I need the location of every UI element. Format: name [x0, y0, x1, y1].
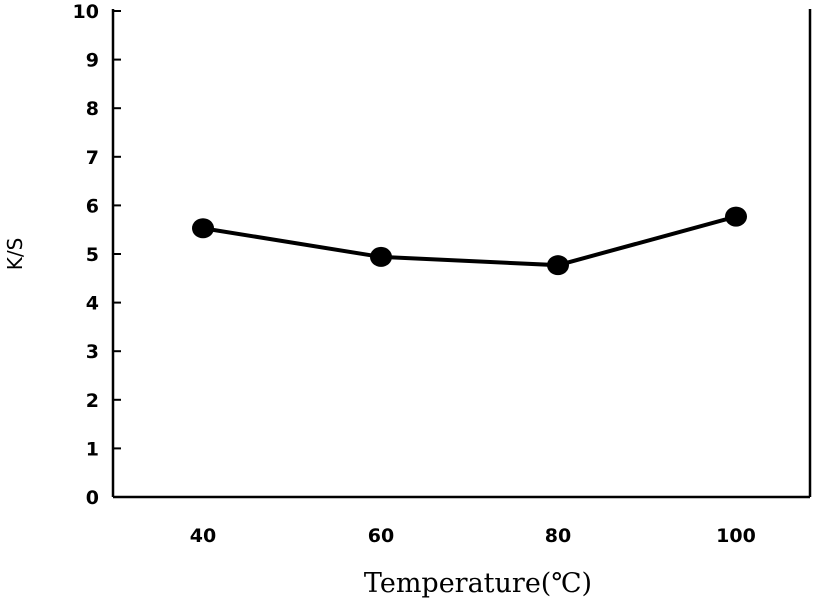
- y-tick-label: 6: [86, 195, 99, 217]
- x-tick-label: 100: [716, 525, 756, 547]
- axes: [111, 9, 812, 499]
- y-tick-label: 7: [86, 147, 99, 169]
- y-tick-label: 1: [86, 438, 99, 460]
- y-axis-label: K/S: [3, 238, 27, 271]
- x-tick-label: 40: [190, 525, 216, 547]
- y-ticks: 0 1 2 3 4 5 6 7 8 9 10: [73, 1, 121, 509]
- y-tick-label: 8: [86, 98, 99, 120]
- y-tick-label: 2: [86, 390, 99, 412]
- series: [192, 206, 747, 276]
- y-tick-label: 9: [86, 50, 99, 72]
- x-tick-label: 60: [368, 525, 394, 547]
- y-tick-label: 4: [86, 293, 99, 315]
- x-axis-label: Temperature(℃): [364, 568, 592, 599]
- x-ticks: 40 60 80 100: [190, 525, 756, 547]
- data-point: [370, 246, 392, 267]
- series-line: [202, 214, 737, 268]
- y-tick-label: 5: [86, 244, 99, 266]
- data-point: [192, 218, 214, 239]
- y-tick-label: 3: [86, 341, 99, 363]
- data-point: [725, 206, 747, 227]
- data-point: [547, 255, 569, 276]
- y-tick-label: 10: [73, 1, 99, 23]
- x-tick-label: 80: [545, 525, 571, 547]
- y-tick-label: 0: [86, 487, 99, 509]
